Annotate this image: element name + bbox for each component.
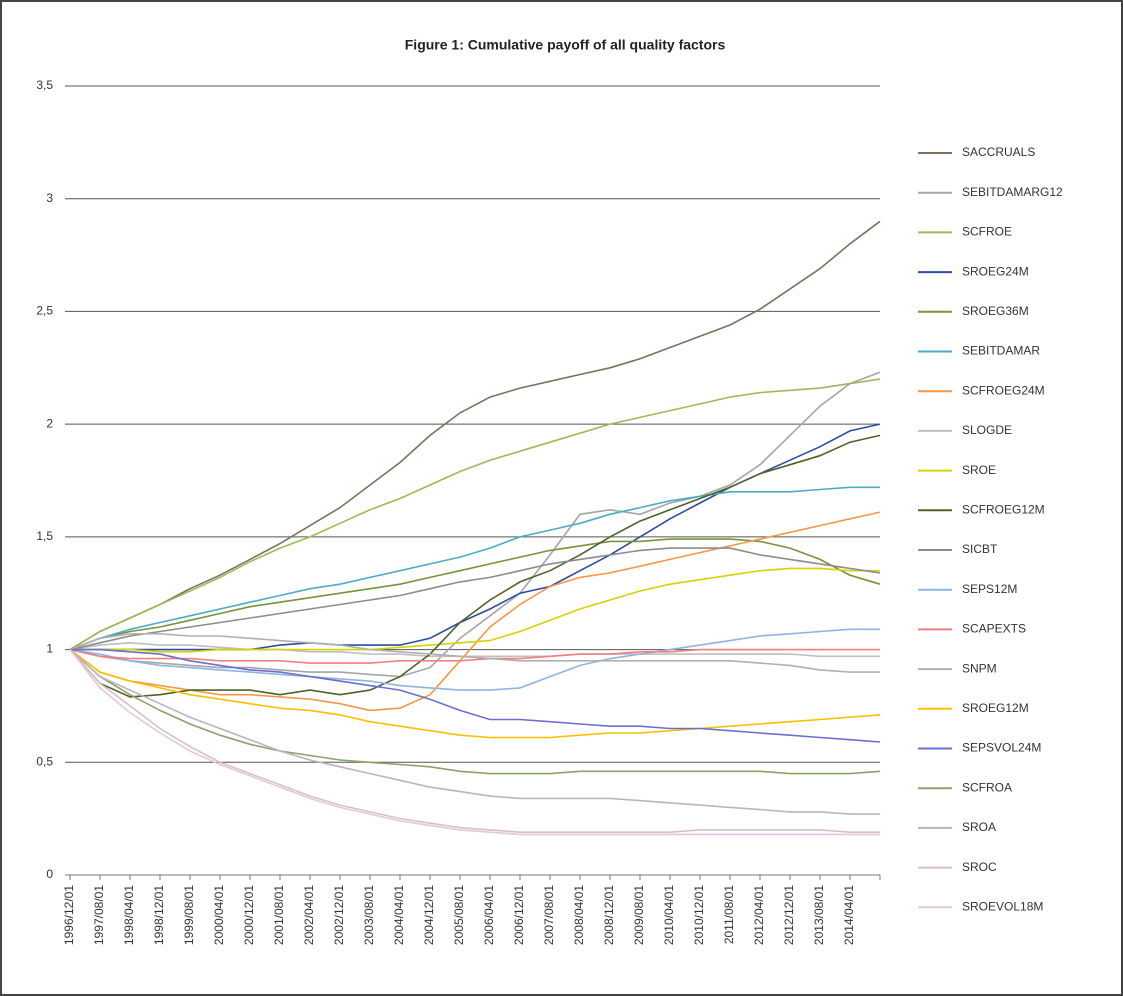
series-line bbox=[69, 371, 881, 678]
x-tick-label: 1996/12/01 bbox=[62, 885, 76, 945]
x-tick-label: 1999/08/01 bbox=[182, 885, 196, 945]
legend-label: SACCRUALS bbox=[962, 145, 1035, 159]
x-tick-label: 2006/12/01 bbox=[512, 885, 526, 945]
legend-label: SCFROEG12M bbox=[962, 502, 1045, 516]
x-tick-label: 2008/12/01 bbox=[602, 885, 616, 945]
x-tick-label: 2002/12/01 bbox=[332, 885, 346, 945]
legend-label: SROC bbox=[962, 860, 997, 874]
x-tick-label: 2009/08/01 bbox=[632, 885, 646, 945]
x-tick-label: 2004/04/01 bbox=[392, 885, 406, 945]
y-tick-label: 3,5 bbox=[36, 78, 53, 92]
series-line bbox=[69, 649, 880, 815]
x-tick-label: 2012/12/01 bbox=[782, 885, 796, 945]
y-tick-label: 2 bbox=[46, 416, 53, 430]
x-tick-label: 1998/04/01 bbox=[122, 885, 136, 945]
legend-label: SROEG24M bbox=[962, 264, 1029, 278]
legend-label: SEPS12M bbox=[962, 582, 1017, 596]
legend-label: SROEVOL18M bbox=[962, 899, 1043, 913]
series-line bbox=[69, 486, 880, 651]
legend-label: SCAPEXTS bbox=[962, 622, 1026, 636]
chart-title: Figure 1: Cumulative payoff of all quali… bbox=[405, 37, 726, 53]
legend-label: SEBITDAMAR bbox=[962, 344, 1040, 358]
series-line bbox=[70, 648, 881, 743]
legend-label: SROEG36M bbox=[962, 304, 1029, 318]
series-line bbox=[69, 633, 880, 673]
series-line bbox=[69, 378, 881, 651]
x-tick-label: 2001/08/01 bbox=[272, 885, 286, 945]
series-line bbox=[69, 628, 880, 691]
y-tick-label: 3 bbox=[46, 191, 53, 205]
x-tick-label: 2005/08/01 bbox=[452, 885, 466, 945]
series-line bbox=[69, 220, 881, 651]
legend-label: SEPSVOL24M bbox=[962, 741, 1041, 755]
series-line bbox=[69, 648, 881, 739]
legend-label: SROE bbox=[962, 463, 996, 477]
y-tick-label: 1,5 bbox=[36, 529, 53, 543]
legend-label: SCFROE bbox=[962, 225, 1012, 239]
x-tick-label: 1998/12/01 bbox=[152, 885, 166, 945]
series-line bbox=[69, 649, 880, 833]
x-tick-label: 2006/04/01 bbox=[482, 885, 496, 945]
legend-label: SROA bbox=[962, 820, 996, 834]
series-line bbox=[70, 567, 880, 653]
legend-label: SNPM bbox=[962, 661, 997, 675]
series-line bbox=[69, 547, 881, 651]
legend-label: SICBT bbox=[962, 542, 998, 556]
x-tick-label: 2014/04/01 bbox=[842, 885, 856, 945]
legend-label: SLOGDE bbox=[962, 423, 1012, 437]
y-tick-label: 0 bbox=[46, 867, 53, 881]
x-tick-label: 2013/08/01 bbox=[812, 885, 826, 945]
x-tick-label: 2003/08/01 bbox=[362, 885, 376, 945]
series-line bbox=[69, 641, 880, 658]
y-tick-label: 2,5 bbox=[36, 304, 53, 318]
x-tick-label: 2000/12/01 bbox=[242, 885, 256, 945]
series-line bbox=[69, 649, 880, 836]
y-tick-label: 0,5 bbox=[36, 754, 53, 768]
series-line bbox=[69, 538, 881, 651]
series-line bbox=[69, 511, 881, 712]
legend-label: SEBITDAMARG12 bbox=[962, 185, 1063, 199]
legend-label: SCFROA bbox=[962, 780, 1012, 794]
y-tick-label: 1 bbox=[46, 642, 53, 656]
series-line bbox=[69, 649, 881, 775]
x-tick-label: 2007/08/01 bbox=[542, 885, 556, 945]
x-tick-label: 1997/08/01 bbox=[92, 885, 106, 945]
x-tick-label: 2010/12/01 bbox=[692, 885, 706, 945]
x-tick-label: 2012/04/01 bbox=[752, 885, 766, 945]
x-tick-label: 2008/04/01 bbox=[572, 885, 586, 945]
x-tick-label: 2000/04/01 bbox=[212, 885, 226, 945]
x-tick-label: 2011/08/01 bbox=[722, 885, 736, 944]
series-line bbox=[69, 434, 881, 698]
legend-label: SROEG12M bbox=[962, 701, 1029, 715]
x-tick-label: 2010/04/01 bbox=[662, 885, 676, 945]
legend-label: SCFROEG24M bbox=[962, 383, 1045, 397]
series-line bbox=[69, 648, 880, 664]
x-tick-label: 2004/12/01 bbox=[422, 885, 436, 945]
x-tick-label: 2002/04/01 bbox=[302, 885, 316, 945]
